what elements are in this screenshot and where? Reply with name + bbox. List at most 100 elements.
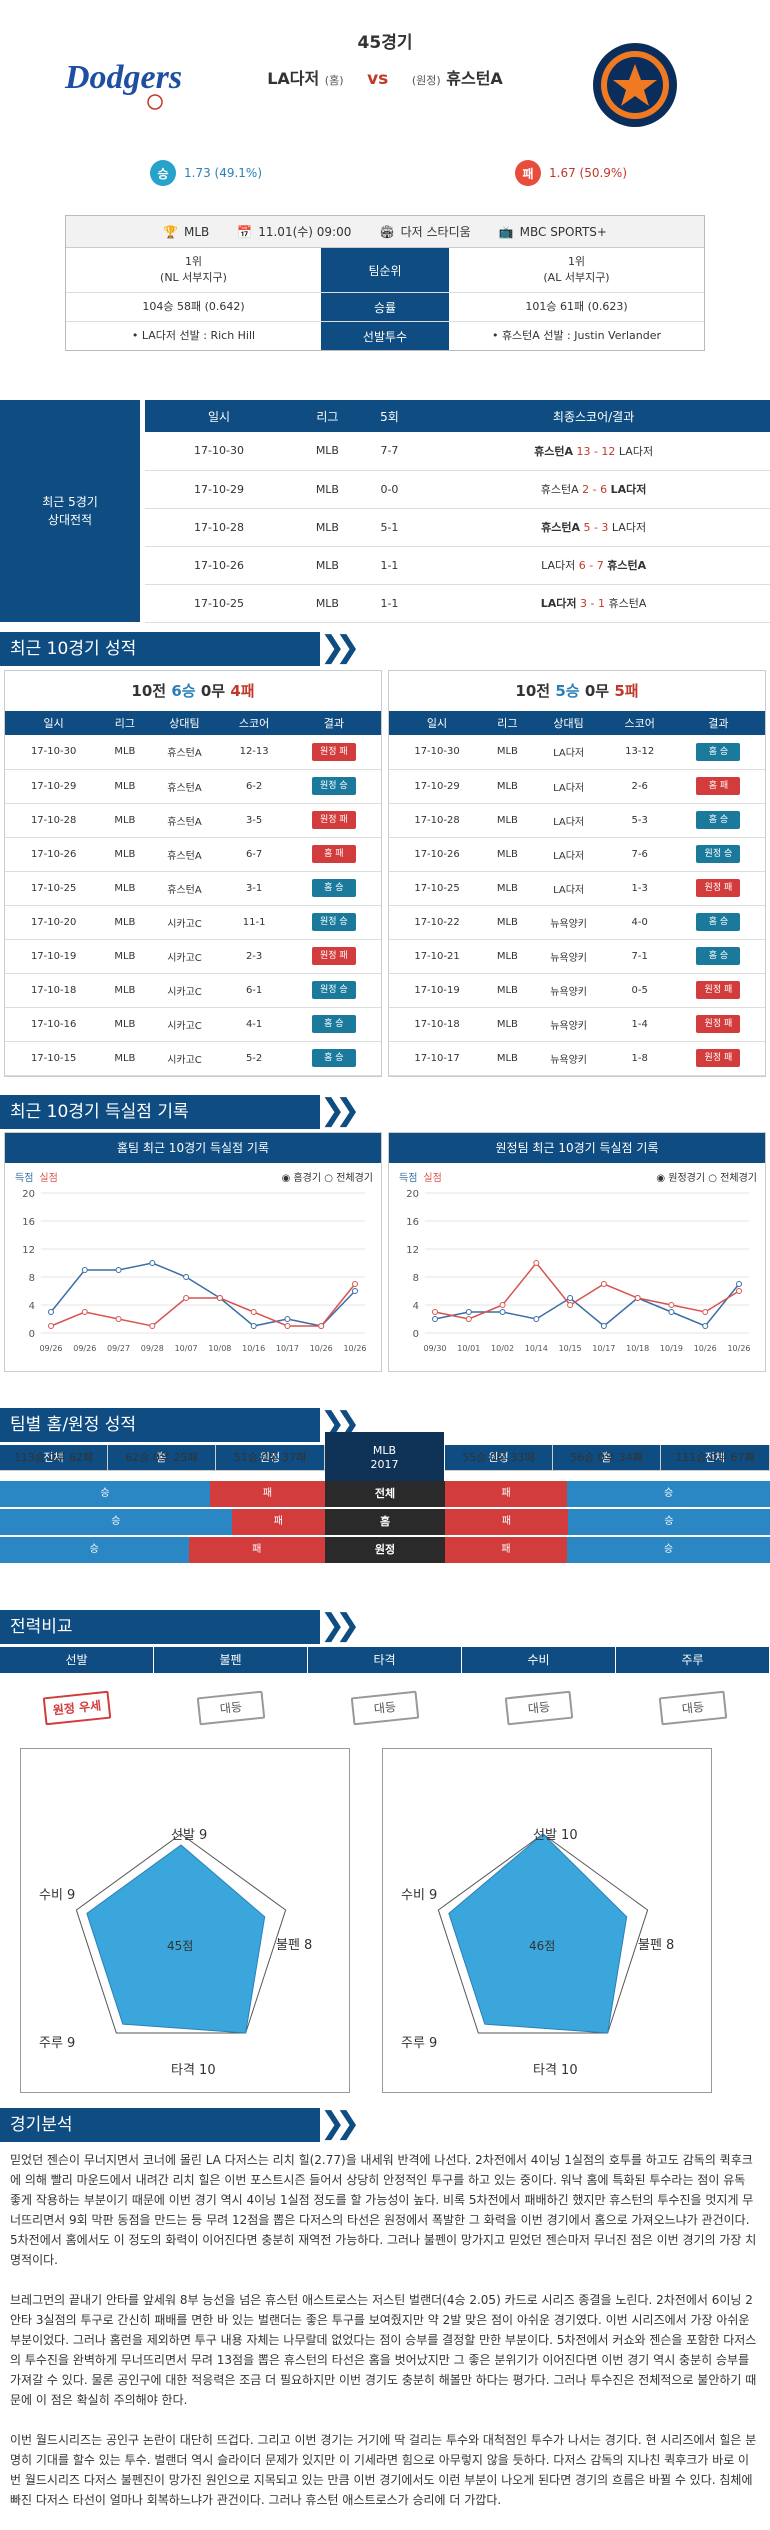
h2h-date: 17-10-28 (145, 508, 294, 547)
h2h-header-row: 일시 리그 5회 최종스코어/결과 (145, 400, 770, 432)
recent-opponent: 뉴욕양키 (529, 939, 608, 974)
away-odds-value: 1.67 (50.9%) (549, 166, 628, 180)
recent-opponent: 뉴욕양키 (529, 905, 608, 940)
y-tick-label: 8 (29, 1273, 35, 1284)
result-badge: 원정 승 (311, 913, 356, 931)
data-point (668, 1302, 675, 1308)
st-val-home: 62승 0무 25패 (108, 1445, 216, 1471)
y-tick-label: 20 (406, 1189, 419, 1200)
recent10-banner-text: 최근 10경기 성적 (10, 639, 137, 659)
series-line-allowed (434, 1261, 740, 1320)
h2h-col-date: 일시 (145, 400, 294, 432)
recent-date: 17-10-26 (5, 837, 103, 872)
recent-league: MLB (102, 939, 148, 974)
recent-date: 17-10-21 (389, 939, 486, 974)
rank-label: 팀순위 (321, 248, 449, 292)
data-point (465, 1309, 472, 1315)
recent10-banner: 최근 10경기 성적 ❯❯ (0, 632, 360, 666)
st-head-total: 전체 (0, 1445, 108, 1471)
data-point (284, 1323, 291, 1329)
data-point (149, 1323, 156, 1329)
h2h-final: LA다저 6 - 7 휴스턴A (417, 546, 770, 585)
recent-score: 4-1 (221, 1007, 287, 1042)
x-tick-label: 10/16 (242, 1344, 265, 1353)
away-loss-seg: 패 (445, 1509, 568, 1535)
result-badge: 원정 패 (696, 981, 741, 999)
recent-opponent: 휴스턴A (147, 803, 222, 838)
h2h-league: MLB (293, 584, 362, 623)
recent-score: 7-1 (607, 939, 672, 974)
data-point (702, 1323, 709, 1329)
home-rank: 1위 (NL 서부지구) (66, 248, 321, 292)
st-head-home-r: 홈 (553, 1445, 661, 1471)
recent-opponent: LA다저 (529, 803, 608, 838)
recent-date: 17-10-17 (389, 1041, 486, 1076)
stadium-icon: 🏟 (379, 224, 395, 239)
radar-area (86, 1844, 266, 2034)
away-win-odds: 패 1.67 (50.9%) (515, 160, 627, 186)
power-banner: 전력비교 ❯❯ (0, 1610, 360, 1644)
x-tick-label: 10/08 (208, 1344, 231, 1353)
recent-opponent: 시카고C (147, 973, 222, 1008)
h2h-league: MLB (293, 432, 362, 471)
data-point (702, 1309, 709, 1315)
recent-game-row: 17-10-25 MLB LA다저 1-3 원정 패 (389, 871, 765, 906)
radio-all-games[interactable]: ○ 전체경기 (708, 1173, 757, 1184)
home-loss-seg: 패 (209, 1481, 325, 1507)
h2h-date: 17-10-25 (145, 584, 294, 623)
result-badge: 홈 승 (696, 811, 741, 829)
chart-legend: 득점 실점 (15, 1169, 58, 1184)
h2h-league: MLB (293, 508, 362, 547)
recent-opponent: LA다저 (529, 735, 608, 770)
home-record: 104승 58패 (0.642) (142, 300, 245, 313)
recent-score: 6-1 (221, 973, 287, 1008)
vs-label: vs (367, 69, 389, 89)
recent-result: 원정 패 (671, 871, 765, 906)
x-tick-label: 09/30 (423, 1344, 446, 1353)
legend-allowed: 실점 (39, 1173, 58, 1184)
away-win-seg: 승 (566, 1537, 770, 1563)
recent-opponent: 시카고C (147, 1007, 222, 1042)
col-score: 스코어 (221, 711, 287, 735)
recent-score: 1-8 (607, 1041, 672, 1076)
x-tick-label: 10/18 (626, 1344, 649, 1353)
recent-score: 4-0 (607, 905, 672, 940)
y-tick-label: 0 (29, 1329, 35, 1340)
radio-all-games[interactable]: ○ 전체경기 (324, 1173, 373, 1184)
recent-league: MLB (485, 803, 530, 838)
recent-league: MLB (102, 837, 148, 872)
power-col-starter: 선발 (0, 1647, 154, 1673)
recent-opponent: LA다저 (529, 871, 608, 906)
recent-opponent: 뉴욕양키 (529, 973, 608, 1008)
radar-label-running: 주루 9 (401, 2036, 438, 2051)
head-to-head-section: 최근 5경기 상대전적 일시 리그 5회 최종스코어/결과 17-10-30 ML… (0, 400, 770, 623)
recent-date: 17-10-28 (389, 803, 486, 838)
astros-logo (593, 43, 677, 127)
stadium-info: 🏟 다저 스타디움 (379, 223, 470, 240)
home-scoring-chart: 홈팀 최근 10경기 득실점 기록 득점 실점 ◉ 홈경기 ○ 전체경기 0 4 8 1… (4, 1132, 382, 1372)
h2h-table: 일시 리그 5회 최종스코어/결과 17-10-30 MLB 7-7 휴스턴A 13 … (145, 400, 770, 623)
result-badge: 원정 패 (696, 1015, 741, 1033)
legend-allowed: 실점 (423, 1173, 442, 1184)
h2h-right-team: 휴스턴A (608, 597, 647, 610)
summary-wins: 6승 (171, 682, 196, 700)
recent-league: MLB (102, 1007, 148, 1042)
league-info: 🏆 MLB (163, 225, 209, 239)
result-badge: 원정 패 (311, 811, 356, 829)
recent-date: 17-10-18 (5, 973, 103, 1008)
recent-result: 홈 패 (671, 769, 765, 804)
summary-prefix: 10전 (515, 682, 551, 700)
recent-game-row: 17-10-28 MLB LA다저 5-3 홈 승 (389, 803, 765, 838)
home-scoring-svg: 0 4 8 12 16 20 09/26 09/26 09/27 09/28 10/07 10/08 1… (22, 1189, 366, 1353)
recent-league: MLB (485, 973, 530, 1008)
recent-date: 17-10-25 (389, 871, 486, 906)
data-point (250, 1323, 257, 1329)
radio-away-games[interactable]: ◉ 원정경기 (656, 1173, 706, 1184)
recent-game-row: 17-10-25 MLB 휴스턴A 3-1 홈 승 (5, 871, 381, 906)
recent-opponent: LA다저 (529, 837, 608, 872)
data-point (567, 1302, 574, 1308)
radar-frame (437, 1833, 649, 2034)
radio-home-games[interactable]: ◉ 홈경기 (281, 1173, 322, 1184)
recent-opponent: 시카고C (147, 1041, 222, 1076)
